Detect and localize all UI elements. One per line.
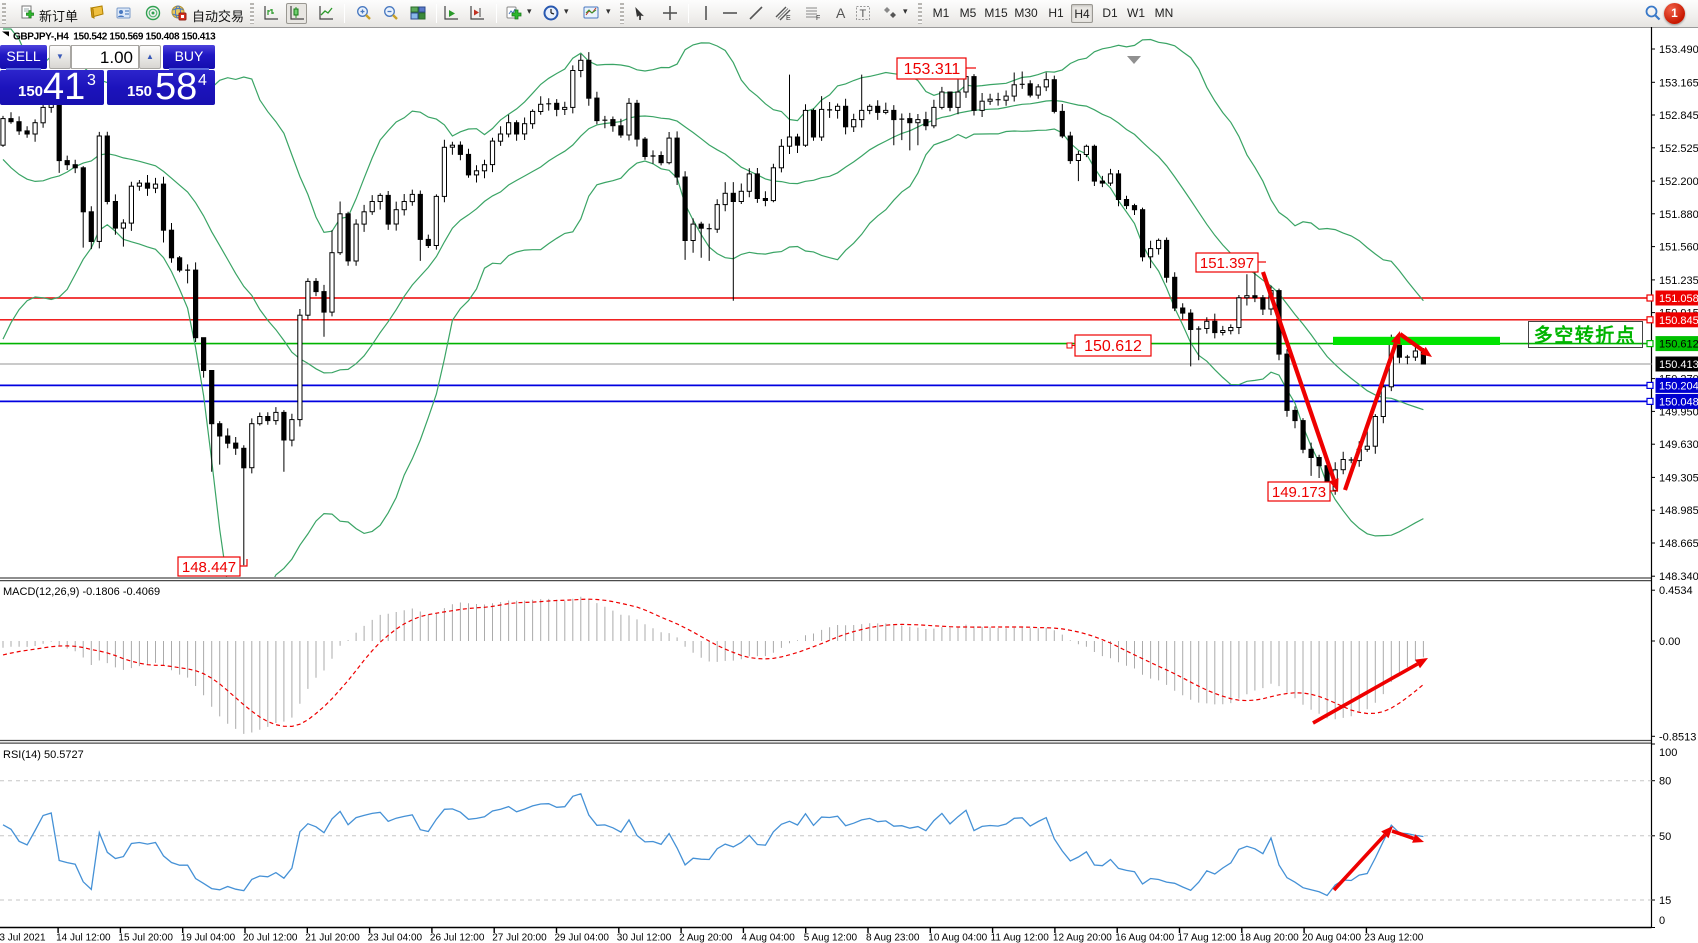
svg-text:23 Jul 04:00: 23 Jul 04:00 [368, 933, 423, 943]
svg-text:12 Aug 20:00: 12 Aug 20:00 [1053, 933, 1112, 943]
svg-text:14 Jul 12:00: 14 Jul 12:00 [56, 933, 111, 943]
svg-text:149.630: 149.630 [1659, 439, 1698, 451]
svg-text:0: 0 [1659, 915, 1665, 927]
svg-text:18 Aug 20:00: 18 Aug 20:00 [1240, 933, 1299, 943]
svg-text:17 Aug 12:00: 17 Aug 12:00 [1178, 933, 1237, 943]
svg-text:80: 80 [1659, 776, 1671, 788]
svg-text:2 Aug 20:00: 2 Aug 20:00 [679, 933, 733, 943]
svg-text:多空转折点: 多空转折点 [1534, 324, 1637, 347]
svg-text:151.880: 151.880 [1659, 209, 1698, 221]
svg-text:100: 100 [1659, 747, 1677, 759]
svg-text:10 Aug 04:00: 10 Aug 04:00 [928, 933, 987, 943]
svg-text:152.845: 152.845 [1659, 110, 1698, 122]
svg-text:153.165: 153.165 [1659, 77, 1698, 89]
svg-text:27 Jul 20:00: 27 Jul 20:00 [492, 933, 547, 943]
svg-text:148.447: 148.447 [182, 559, 236, 576]
svg-text:19 Jul 04:00: 19 Jul 04:00 [181, 933, 236, 943]
svg-text:150.612: 150.612 [1659, 339, 1698, 351]
svg-text:0.00: 0.00 [1659, 636, 1680, 648]
svg-text:15: 15 [1659, 895, 1671, 907]
svg-text:-0.8513: -0.8513 [1659, 731, 1696, 743]
svg-text:148.985: 148.985 [1659, 505, 1698, 517]
svg-text:148.340: 148.340 [1659, 571, 1698, 583]
svg-text:30 Jul 12:00: 30 Jul 12:00 [617, 933, 672, 943]
svg-text:16 Aug 04:00: 16 Aug 04:00 [1115, 933, 1174, 943]
svg-text:150.612: 150.612 [1084, 338, 1142, 355]
svg-text:29 Jul 04:00: 29 Jul 04:00 [555, 933, 610, 943]
svg-text:153.490: 153.490 [1659, 44, 1698, 56]
svg-text:151.235: 151.235 [1659, 275, 1698, 287]
svg-text:50: 50 [1659, 831, 1671, 843]
svg-text:13 Jul 2021: 13 Jul 2021 [0, 933, 46, 943]
svg-text:152.525: 152.525 [1659, 143, 1698, 155]
svg-text:8 Aug 23:00: 8 Aug 23:00 [866, 933, 920, 943]
svg-text:F: F [816, 15, 820, 21]
svg-text:150.204: 150.204 [1659, 380, 1698, 392]
svg-text:148.665: 148.665 [1659, 538, 1698, 550]
svg-text:149.173: 149.173 [1272, 484, 1326, 501]
svg-text:152.200: 152.200 [1659, 176, 1698, 188]
svg-text:153.311: 153.311 [904, 61, 961, 78]
svg-text:151.058: 151.058 [1659, 293, 1698, 305]
svg-text:26 Jul 12:00: 26 Jul 12:00 [430, 933, 485, 943]
svg-text:5 Aug 12:00: 5 Aug 12:00 [804, 933, 858, 943]
svg-text:T: T [860, 8, 867, 20]
svg-text:150.413: 150.413 [1659, 359, 1698, 371]
svg-text:149.950: 149.950 [1659, 406, 1698, 418]
svg-text:MACD(12,26,9) -0.1806 -0.4069: MACD(12,26,9) -0.1806 -0.4069 [3, 586, 160, 598]
svg-text:RSI(14) 50.5727: RSI(14) 50.5727 [3, 749, 84, 761]
svg-text:151.560: 151.560 [1659, 242, 1698, 254]
svg-text:15 Jul 20:00: 15 Jul 20:00 [118, 933, 173, 943]
svg-text:A: A [836, 5, 846, 21]
svg-text:4 Aug 04:00: 4 Aug 04:00 [741, 933, 795, 943]
svg-text:11 Aug 12:00: 11 Aug 12:00 [991, 933, 1050, 943]
svg-text:21 Jul 20:00: 21 Jul 20:00 [305, 933, 360, 943]
svg-text:150.845: 150.845 [1659, 315, 1698, 327]
svg-text:20 Aug 04:00: 20 Aug 04:00 [1302, 933, 1361, 943]
svg-text:23 Aug 12:00: 23 Aug 12:00 [1364, 933, 1423, 943]
svg-text:151.397: 151.397 [1200, 255, 1254, 272]
svg-text:20 Jul 12:00: 20 Jul 12:00 [243, 933, 298, 943]
svg-text:0.4534: 0.4534 [1659, 585, 1693, 597]
svg-text:GBPJPY-,H4 150.542 150.569 15: GBPJPY-,H4 150.542 150.569 150.408 150.4… [13, 32, 216, 43]
svg-text:150.048: 150.048 [1659, 396, 1698, 408]
svg-text:149.305: 149.305 [1659, 472, 1698, 484]
svg-text:E: E [786, 15, 791, 21]
